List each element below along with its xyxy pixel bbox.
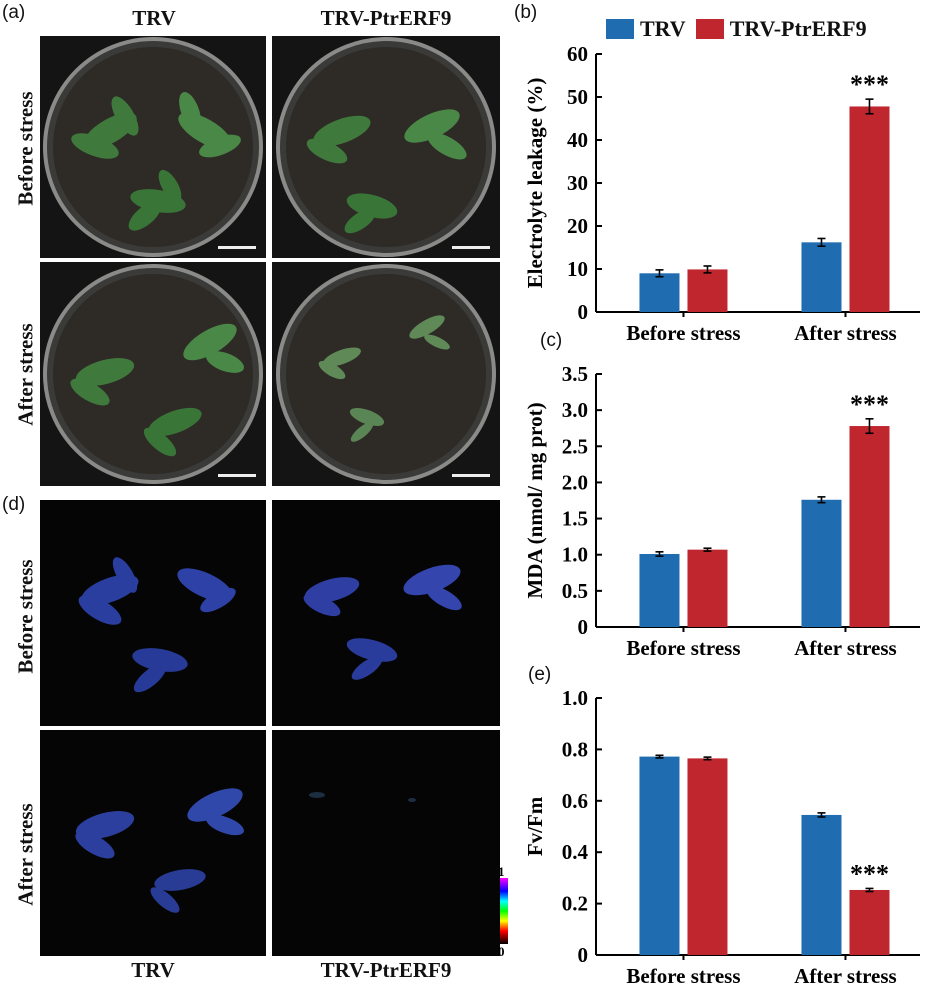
photo-ptrerf9-after (272, 262, 500, 486)
bar-b-0-0 (639, 273, 680, 312)
fluor-column-title-ptrerf9: TRV-PtrERF9 (320, 958, 452, 982)
panel-label-a: (a) (2, 2, 26, 23)
fluor-colorbar (500, 878, 508, 944)
y-tick-label-b-1: 10 (567, 257, 588, 281)
panel-label-d: (d) (2, 494, 26, 515)
y-tick-label-b-4: 40 (567, 128, 588, 152)
photo-column-title-ptrerf9: TRV-PtrERF9 (320, 6, 452, 30)
legend-item-trv: TRV (606, 16, 686, 42)
y-tick-label-b-5: 50 (567, 85, 588, 109)
panel-label-e: (e) (528, 664, 552, 685)
photo-ptrerf9-before (272, 36, 500, 258)
y-tick-label-b-6: 60 (567, 42, 588, 66)
photo-column-title-trv: TRV (132, 6, 176, 30)
y-tick-label-e-5: 1.0 (562, 686, 588, 710)
y-tick-label-c-4: 2.0 (562, 470, 588, 494)
y-tick-label-c-3: 1.5 (562, 507, 588, 531)
legend-label-ptrerf9: TRV-PtrERF9 (729, 16, 867, 41)
bar-c-0-1 (801, 499, 842, 627)
photo-trv-after (40, 262, 266, 486)
y-axis-label-e: Fv/Fm (523, 796, 547, 856)
chart-legend: TRV TRV-PtrERF9 (606, 16, 877, 42)
x-tick-label-e-0: Before stress (626, 964, 740, 986)
x-tick-label-e-1: After stress (794, 964, 896, 986)
significance-annotation-c-0: *** (850, 390, 889, 419)
y-tick-label-b-0: 0 (578, 300, 589, 324)
legend-item-ptrerf9: TRV-PtrERF9 (695, 16, 867, 42)
y-tick-label-c-5: 2.5 (562, 434, 588, 458)
y-tick-label-e-4: 0.8 (562, 737, 588, 761)
y-tick-label-e-1: 0.2 (562, 892, 588, 916)
bar-b-1-0 (687, 269, 728, 312)
y-axis-label-b: Electrolyte leakage (%) (523, 78, 547, 289)
fluor-ptrerf9-after (272, 730, 500, 956)
y-tick-label-c-7: 3.5 (562, 362, 588, 386)
legend-swatch-ptrerf9 (695, 19, 724, 39)
y-tick-label-e-3: 0.6 (562, 789, 588, 813)
colorbar-min-label: 0 (498, 944, 505, 959)
x-tick-label-c-0: Before stress (626, 636, 740, 660)
bar-e-1-0 (687, 758, 728, 955)
bar-e-1-1 (849, 889, 890, 955)
colorbar-max-label: 1 (498, 864, 505, 879)
legend-label-trv: TRV (640, 16, 686, 41)
bar-b-0-1 (801, 242, 842, 312)
fluor-column-title-trv: TRV (131, 958, 175, 982)
bar-c-1-1 (849, 426, 890, 627)
bar-c-0-0 (639, 553, 680, 627)
y-tick-label-b-2: 20 (567, 214, 588, 238)
significance-annotation-e-0: *** (850, 859, 889, 888)
bar-e-0-1 (801, 814, 842, 955)
y-tick-label-b-3: 30 (567, 171, 588, 195)
fluor-trv-after (40, 730, 266, 956)
bar-e-0-0 (639, 756, 680, 955)
fluor-ptrerf9-before (272, 500, 500, 726)
panel-label-c: (c) (540, 330, 563, 351)
x-tick-label-c-1: After stress (794, 636, 896, 660)
y-tick-label-c-2: 1.0 (562, 543, 588, 567)
y-tick-label-e-0: 0 (578, 943, 589, 967)
y-tick-label-c-1: 0.5 (562, 579, 588, 603)
y-tick-label-c-0: 0 (578, 615, 589, 639)
legend-swatch-trv (606, 19, 634, 39)
fluor-trv-before (40, 500, 266, 726)
bar-c-1-0 (687, 549, 728, 627)
x-tick-label-b-0: Before stress (626, 321, 740, 345)
significance-annotation-b-0: *** (850, 70, 889, 99)
x-tick-label-b-1: After stress (794, 321, 896, 345)
y-tick-label-e-2: 0.4 (562, 840, 589, 864)
y-tick-label-c-6: 3.0 (562, 398, 588, 422)
bar-b-1-1 (849, 106, 890, 313)
photo-trv-before (40, 36, 266, 258)
panel-label-b: (b) (514, 2, 538, 23)
y-axis-label-c: MDA (nmol/ mg prot) (523, 402, 547, 598)
